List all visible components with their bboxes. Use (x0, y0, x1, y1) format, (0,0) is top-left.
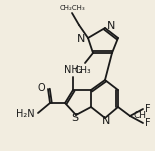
Text: CH: CH (133, 111, 146, 120)
Text: H₂N: H₂N (16, 109, 35, 119)
Text: CH₂CH₃: CH₂CH₃ (59, 5, 85, 11)
Text: F: F (145, 104, 151, 114)
Text: N: N (107, 21, 115, 31)
Text: N: N (77, 34, 85, 44)
Text: N: N (102, 116, 110, 126)
Text: NH₂: NH₂ (64, 65, 82, 75)
Text: F: F (145, 118, 151, 128)
Text: O: O (37, 83, 45, 93)
Text: CH₃: CH₃ (75, 66, 91, 75)
Text: S: S (71, 113, 79, 123)
